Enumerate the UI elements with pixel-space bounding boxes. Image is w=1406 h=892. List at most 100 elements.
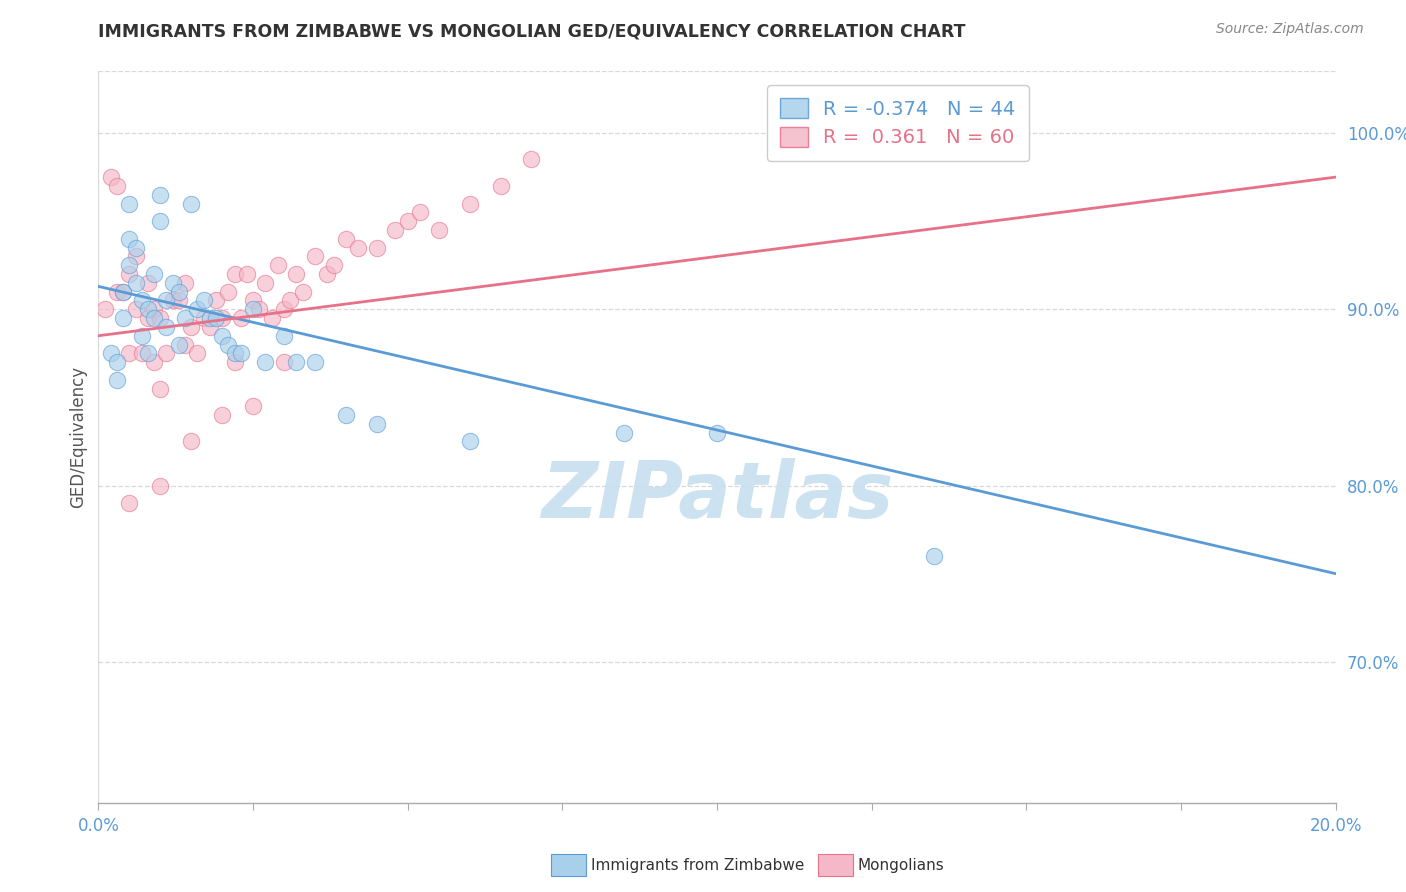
Point	[118, 232, 141, 246]
Point	[136, 346, 159, 360]
Point	[427, 223, 450, 237]
Point	[136, 276, 159, 290]
Point	[247, 302, 270, 317]
Point	[458, 434, 481, 449]
Point	[105, 285, 128, 299]
Point	[118, 496, 141, 510]
Point	[93, 302, 115, 317]
Point	[118, 267, 141, 281]
Point	[149, 187, 172, 202]
Y-axis label: GED/Equivalency: GED/Equivalency	[69, 366, 87, 508]
Point	[149, 382, 172, 396]
Point	[167, 285, 190, 299]
Point	[105, 373, 128, 387]
Point	[118, 258, 141, 272]
Point	[347, 241, 370, 255]
Point	[489, 178, 512, 193]
Point	[136, 302, 159, 317]
Point	[217, 285, 239, 299]
Point	[174, 311, 197, 326]
Point	[198, 320, 221, 334]
Point	[118, 346, 141, 360]
Point	[162, 293, 184, 308]
Legend: R = -0.374   N = 44, R =  0.361   N = 60: R = -0.374 N = 44, R = 0.361 N = 60	[766, 85, 1029, 161]
Point	[316, 267, 339, 281]
Point	[236, 267, 259, 281]
Point	[112, 311, 135, 326]
Point	[193, 293, 215, 308]
Point	[242, 293, 264, 308]
Point	[273, 355, 295, 369]
Point	[124, 241, 146, 255]
Point	[335, 408, 357, 422]
Point	[211, 408, 233, 422]
Point	[384, 223, 406, 237]
Text: Immigrants from Zimbabwe: Immigrants from Zimbabwe	[591, 858, 804, 872]
Point	[217, 337, 239, 351]
Point	[180, 320, 202, 334]
Point	[143, 311, 166, 326]
Point	[167, 293, 190, 308]
Point	[278, 293, 301, 308]
Point	[124, 302, 146, 317]
Point	[273, 328, 295, 343]
Point	[229, 311, 252, 326]
Point	[242, 399, 264, 413]
Point	[149, 214, 172, 228]
Point	[205, 311, 228, 326]
Point	[149, 311, 172, 326]
Point	[224, 346, 246, 360]
Point	[143, 267, 166, 281]
Point	[186, 346, 208, 360]
Point	[706, 425, 728, 440]
Point	[143, 302, 166, 317]
Point	[285, 267, 308, 281]
Point	[304, 249, 326, 263]
Point	[291, 285, 314, 299]
Point	[458, 196, 481, 211]
Point	[335, 232, 357, 246]
Point	[105, 355, 128, 369]
Point	[198, 311, 221, 326]
Point	[112, 285, 135, 299]
Point	[131, 346, 153, 360]
Point	[100, 170, 122, 185]
Point	[260, 311, 283, 326]
Point	[174, 276, 197, 290]
Point	[205, 293, 228, 308]
Point	[242, 302, 264, 317]
Point	[224, 355, 246, 369]
Point	[396, 214, 419, 228]
Point	[613, 425, 636, 440]
Point	[211, 311, 233, 326]
Point	[254, 355, 277, 369]
Text: ZIPatlas: ZIPatlas	[541, 458, 893, 533]
Point	[186, 302, 208, 317]
Point	[136, 311, 159, 326]
Point	[273, 302, 295, 317]
Point	[409, 205, 432, 219]
Point	[224, 267, 246, 281]
Point	[520, 153, 543, 167]
Point	[180, 434, 202, 449]
Point	[149, 478, 172, 492]
Point	[174, 337, 197, 351]
Text: Source: ZipAtlas.com: Source: ZipAtlas.com	[1216, 22, 1364, 37]
Point	[143, 355, 166, 369]
Point	[180, 196, 202, 211]
Point	[167, 337, 190, 351]
Point	[124, 276, 146, 290]
Point	[105, 178, 128, 193]
Point	[100, 346, 122, 360]
Point	[124, 249, 146, 263]
Point	[155, 293, 177, 308]
Point	[162, 276, 184, 290]
Point	[112, 285, 135, 299]
Point	[118, 196, 141, 211]
Point	[155, 346, 177, 360]
Point	[155, 320, 177, 334]
Point	[229, 346, 252, 360]
Point	[131, 293, 153, 308]
Point	[322, 258, 344, 272]
Point	[254, 276, 277, 290]
